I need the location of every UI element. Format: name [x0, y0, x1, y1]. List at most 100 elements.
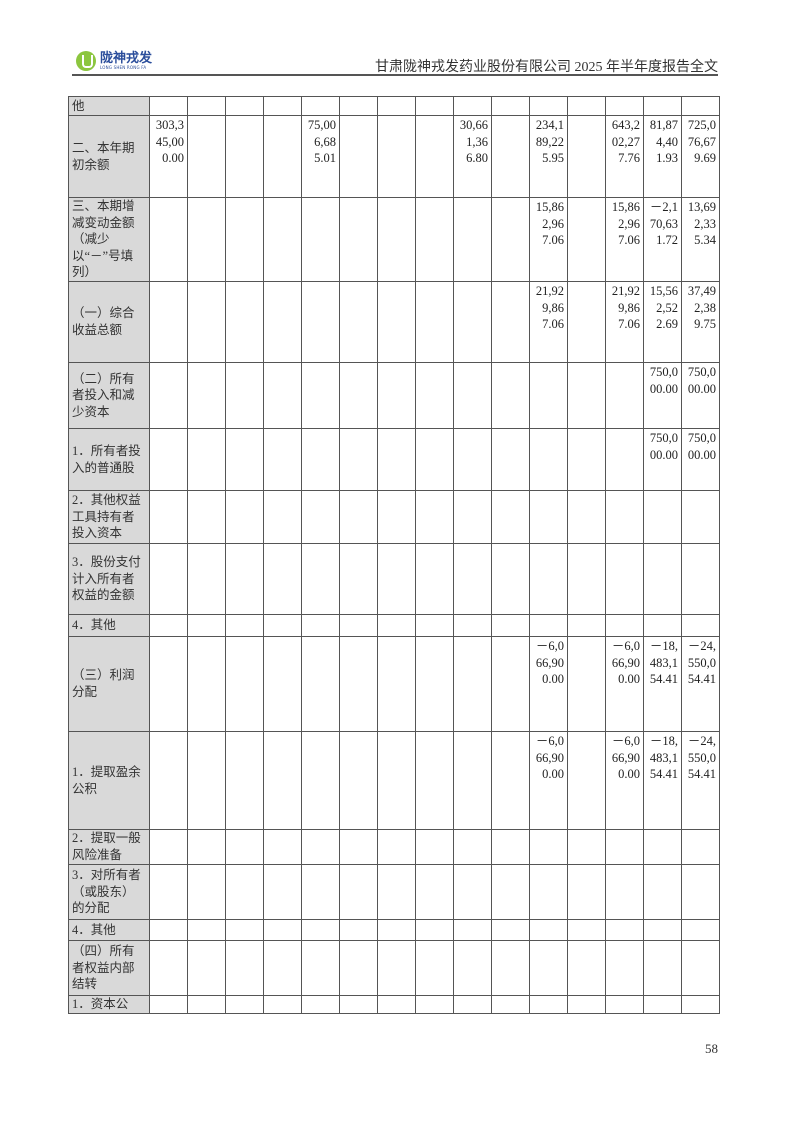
table-cell: [263, 995, 302, 1014]
table-cell: [453, 864, 492, 920]
table-cell: [681, 995, 720, 1014]
table-cell: [377, 362, 416, 429]
row-label: 3．股份支付计入所有者权益的金额: [68, 543, 150, 615]
table-cell: [339, 197, 378, 282]
table-cell: [339, 362, 378, 429]
table-cell: 750,000.00: [643, 428, 682, 491]
table-cell: [681, 940, 720, 996]
table-row: （一）综合收益总额 21,929,867.06 21,929,867.06 15,56…: [68, 281, 720, 363]
table-cell: [605, 829, 644, 865]
table-cell: [187, 995, 226, 1014]
table-row: 4．其他: [68, 614, 720, 637]
table-cell: [415, 940, 454, 996]
table-cell: －24,550,054.41: [681, 731, 720, 830]
table-cell: [377, 115, 416, 198]
table-cell: [263, 362, 302, 429]
table-cell: [605, 490, 644, 544]
table-cell: [491, 96, 530, 116]
row-label: 二、本年期初余额: [68, 115, 150, 198]
table-cell: [187, 490, 226, 544]
table-cell: [263, 636, 302, 732]
table-cell: [491, 428, 530, 491]
table-cell: [453, 197, 492, 282]
table-cell: [529, 940, 568, 996]
table-cell: [301, 543, 340, 615]
table-cell: [453, 428, 492, 491]
table-cell: [225, 428, 264, 491]
table-cell: [491, 829, 530, 865]
table-cell: [453, 362, 492, 429]
table-cell: [491, 281, 530, 363]
table-cell: [453, 995, 492, 1014]
table-cell: [149, 995, 188, 1014]
table-cell: [567, 995, 606, 1014]
table-cell: [605, 919, 644, 941]
table-cell: [339, 490, 378, 544]
table-cell: [339, 829, 378, 865]
table-cell: [301, 197, 340, 282]
table-cell: [643, 995, 682, 1014]
table-cell: [491, 995, 530, 1014]
table-cell: [301, 829, 340, 865]
table-cell: [339, 543, 378, 615]
table-cell: [415, 614, 454, 637]
table-cell: [415, 428, 454, 491]
table-cell: [567, 490, 606, 544]
table-cell: [225, 919, 264, 941]
table-cell: [225, 940, 264, 996]
table-cell: [225, 995, 264, 1014]
table-cell: [567, 362, 606, 429]
table-cell: [415, 636, 454, 732]
table-cell: [453, 829, 492, 865]
table-cell: [529, 362, 568, 429]
row-label: （二）所有者投入和减少资本: [68, 362, 150, 429]
table-cell: 750,000.00: [681, 362, 720, 429]
table-cell: 750,000.00: [681, 428, 720, 491]
row-label: 4．其他: [68, 919, 150, 941]
table-cell: [643, 96, 682, 116]
table-cell: 21,929,867.06: [529, 281, 568, 363]
table-cell: [491, 197, 530, 282]
table-cell: [377, 919, 416, 941]
table-cell: [225, 731, 264, 830]
table-cell: [377, 995, 416, 1014]
company-logo: 陇神戎发 LONG SHEN RONG FA: [76, 51, 152, 71]
table-cell: [339, 731, 378, 830]
table-cell: 30,661,366.80: [453, 115, 492, 198]
table-cell: [301, 940, 340, 996]
table-cell: [567, 281, 606, 363]
table-cell: [263, 428, 302, 491]
row-label: 4．其他: [68, 614, 150, 637]
table-cell: [643, 864, 682, 920]
table-cell: [453, 543, 492, 615]
table-cell: [187, 919, 226, 941]
table-cell: [643, 614, 682, 637]
table-row: （二）所有者投入和减少资本 750,000.00 750,000.00: [68, 362, 720, 429]
table-cell: [567, 197, 606, 282]
table-cell: 15,862,967.06: [605, 197, 644, 282]
table-cell: [187, 940, 226, 996]
table-cell: [605, 614, 644, 637]
table-cell: [415, 115, 454, 198]
table-cell: [149, 919, 188, 941]
table-row: （三）利润分配 －6,066,900.00 －6,066,900.00 －18,483…: [68, 636, 720, 732]
table-cell: [605, 362, 644, 429]
table-row: 二、本年期初余额 303,345,000.00 75,006,685.01 30,66…: [68, 115, 720, 198]
table-cell: [149, 614, 188, 637]
table-row: 他: [68, 96, 720, 116]
table-cell: [339, 995, 378, 1014]
row-label: （三）利润分配: [68, 636, 150, 732]
table-cell: －6,066,900.00: [605, 636, 644, 732]
table-cell: [453, 281, 492, 363]
table-cell: [225, 490, 264, 544]
table-cell: [491, 864, 530, 920]
table-cell: [605, 995, 644, 1014]
table-cell: [529, 543, 568, 615]
table-cell: [339, 115, 378, 198]
table-cell: [263, 281, 302, 363]
table-cell: [491, 731, 530, 830]
table-cell: [453, 614, 492, 637]
table-cell: [643, 940, 682, 996]
row-label: 1．所有者投入的普通股: [68, 428, 150, 491]
report-title: 甘肃陇神戎发药业股份有限公司 2025 年半年度报告全文: [375, 60, 718, 75]
